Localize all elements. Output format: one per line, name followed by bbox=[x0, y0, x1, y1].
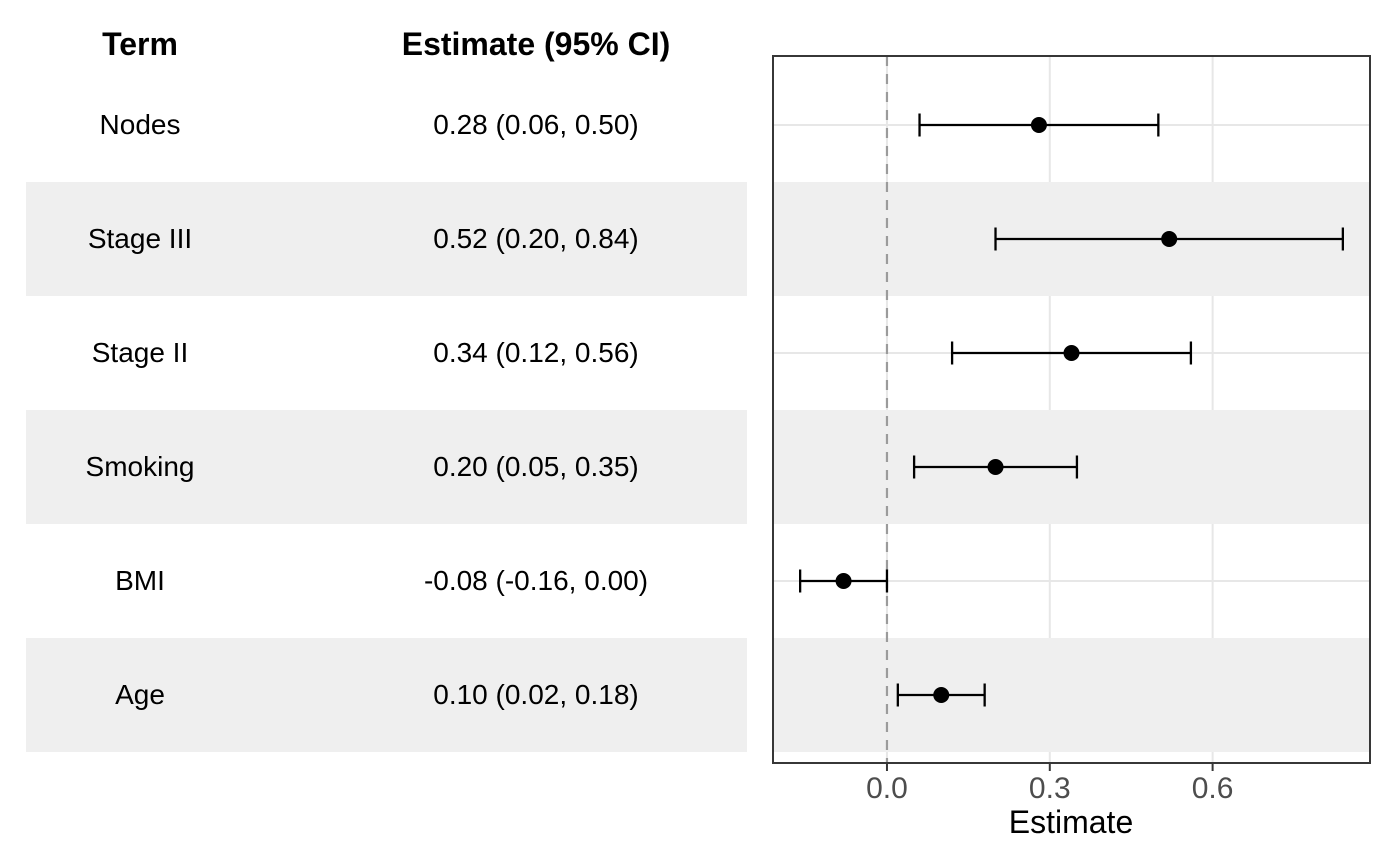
point-estimate-marker bbox=[1063, 345, 1080, 361]
estimate-column-header: Estimate (95% CI) bbox=[401, 25, 671, 62]
table-row-stripe bbox=[26, 182, 747, 296]
point-estimate-marker bbox=[835, 573, 852, 589]
term-label: Stage II bbox=[91, 337, 189, 368]
x-axis-title: Estimate bbox=[1009, 804, 1133, 840]
term-label: Nodes bbox=[99, 109, 181, 140]
table-row-stripe bbox=[26, 410, 747, 524]
term-label: Age bbox=[115, 679, 165, 710]
x-axis-tick-label: 0.0 bbox=[866, 772, 908, 805]
term-label: Stage III bbox=[87, 223, 193, 254]
estimate-ci-value: 0.10 (0.02, 0.18) bbox=[433, 679, 639, 710]
point-estimate-marker bbox=[1161, 231, 1178, 247]
error-bar bbox=[950, 341, 1193, 365]
error-bar bbox=[918, 113, 1160, 137]
estimate-ci-value: 0.20 (0.05, 0.35) bbox=[433, 451, 639, 482]
estimate-ci-value: -0.08 (-0.16, 0.00) bbox=[423, 565, 649, 596]
estimate-ci-value: 0.52 (0.20, 0.84) bbox=[433, 223, 639, 254]
x-axis-tick-label: 0.3 bbox=[1029, 772, 1071, 805]
error-bar bbox=[798, 569, 889, 593]
table-row-stripe bbox=[26, 638, 747, 752]
error-bar bbox=[896, 683, 986, 707]
estimate-ci-value: 0.34 (0.12, 0.56) bbox=[433, 337, 639, 368]
panel-row-stripe bbox=[773, 182, 1370, 296]
error-bar bbox=[912, 455, 1079, 479]
x-axis-tick-label: 0.6 bbox=[1192, 772, 1234, 805]
term-label: BMI bbox=[115, 565, 165, 596]
term-column-header: Term bbox=[102, 25, 178, 62]
panel-border bbox=[772, 55, 1371, 764]
panel-row-stripe bbox=[773, 638, 1370, 752]
term-label: Smoking bbox=[85, 451, 195, 482]
error-bar bbox=[994, 227, 1345, 251]
panel-row-stripe bbox=[773, 410, 1370, 524]
point-estimate-marker bbox=[933, 687, 950, 703]
estimate-ci-value: 0.28 (0.06, 0.50) bbox=[433, 109, 639, 140]
point-estimate-marker bbox=[987, 459, 1004, 475]
point-estimate-marker bbox=[1030, 117, 1047, 133]
